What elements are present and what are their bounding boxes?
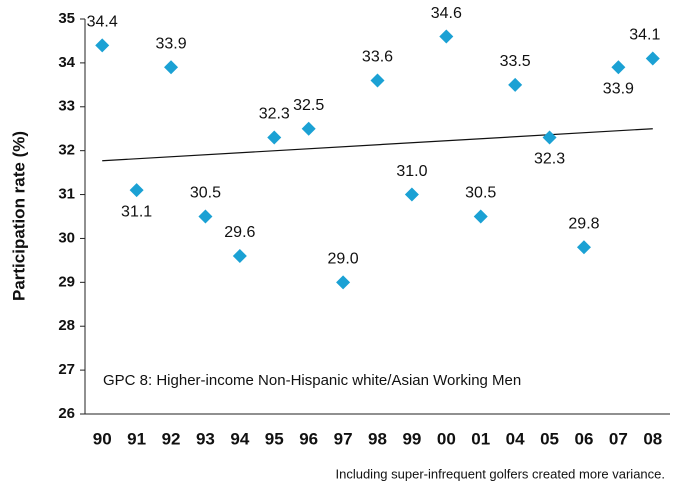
- y-tick-label: 35: [58, 10, 75, 27]
- data-label: 34.4: [87, 14, 118, 31]
- y-tick-label: 33: [58, 98, 75, 115]
- x-tick-label: 08: [643, 429, 662, 448]
- x-tick-label: 95: [265, 429, 284, 448]
- data-label: 33.9: [603, 80, 634, 97]
- x-tick-label: 99: [402, 429, 421, 448]
- marker: [370, 73, 385, 88]
- x-tick-label: 96: [299, 429, 318, 448]
- x-tick-label: 07: [609, 429, 628, 448]
- y-tick-label: 30: [58, 229, 75, 246]
- data-label: 29.8: [568, 215, 599, 232]
- data-label: 29.6: [224, 224, 255, 241]
- trend-line: [102, 128, 653, 162]
- data-label: 33.9: [155, 35, 186, 52]
- y-tick-label: 32: [58, 142, 75, 159]
- data-label: 34.1: [629, 27, 660, 44]
- marker: [542, 130, 557, 145]
- data-label: 31.1: [121, 203, 152, 220]
- marker: [198, 209, 213, 224]
- marker: [404, 187, 419, 202]
- x-tick-label: 98: [368, 429, 387, 448]
- marker: [473, 209, 488, 224]
- x-tick-label: 04: [506, 429, 525, 448]
- marker: [164, 60, 179, 75]
- marker: [611, 60, 626, 75]
- x-tick-label: 92: [162, 429, 181, 448]
- y-tick-label: 34: [58, 54, 75, 71]
- x-tick-label: 06: [575, 429, 594, 448]
- marker: [95, 38, 110, 53]
- x-tick-label: 93: [196, 429, 215, 448]
- footnote: Including super-infrequent golfers creat…: [335, 466, 665, 481]
- x-tick-label: 91: [127, 429, 146, 448]
- y-tick-label: 27: [58, 361, 75, 378]
- data-label: 29.0: [328, 251, 359, 268]
- data-label: 30.5: [190, 185, 221, 202]
- x-tick-label: 94: [230, 429, 249, 448]
- marker: [232, 249, 247, 263]
- y-tick-label: 29: [58, 273, 75, 290]
- marker: [576, 240, 591, 255]
- marker: [267, 130, 282, 145]
- x-tick-label: 05: [540, 429, 559, 448]
- y-tick-label: 26: [58, 405, 75, 422]
- y-axis-title: Participation rate (%): [9, 131, 28, 301]
- data-label: 32.5: [293, 97, 324, 114]
- data-label: 31.0: [396, 163, 427, 180]
- y-tick-label: 28: [58, 317, 75, 334]
- x-tick-label: 90: [93, 429, 112, 448]
- x-tick-label: 97: [334, 429, 353, 448]
- data-label: 33.5: [500, 53, 531, 70]
- marker: [336, 275, 351, 290]
- data-label: 33.6: [362, 49, 393, 66]
- x-tick-label: 01: [471, 429, 490, 448]
- marker: [129, 183, 144, 198]
- marker: [301, 121, 316, 136]
- data-label: 34.6: [431, 5, 462, 22]
- data-label: 32.3: [534, 151, 565, 168]
- annotation: GPC 8: Higher-income Non-Hispanic white/…: [103, 372, 521, 389]
- data-label: 32.3: [259, 106, 290, 123]
- data-label: 30.5: [465, 185, 496, 202]
- marker: [439, 29, 454, 44]
- x-tick-label: 00: [437, 429, 456, 448]
- marker: [645, 51, 660, 66]
- marker: [508, 77, 523, 92]
- y-tick-label: 31: [58, 186, 75, 203]
